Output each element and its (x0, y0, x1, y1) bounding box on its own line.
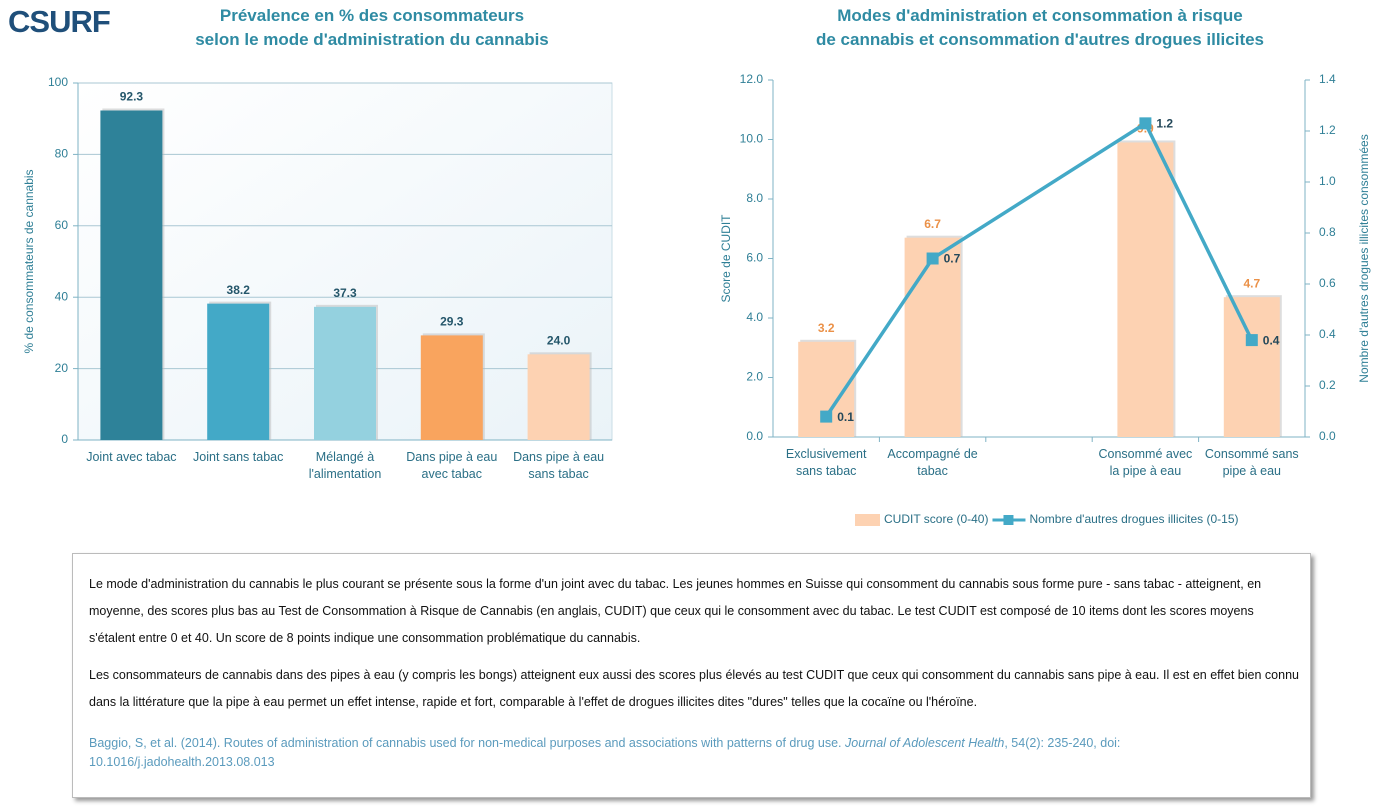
x-tick-label: Consommé avec la pipe à eau (1098, 447, 1193, 478)
line-marker (1245, 334, 1258, 347)
legend-swatch (855, 514, 880, 526)
text-box: Le mode d'administration du cannabis le … (72, 553, 1311, 798)
line-marker (926, 252, 939, 265)
value-label: 6.7 (924, 217, 941, 231)
y-axis-label: % de consommateurs de cannabis (22, 169, 36, 353)
y-tick-label: 6.0 (746, 251, 763, 265)
value-label: 38.2 (227, 283, 251, 297)
value-label: 3.2 (818, 321, 835, 335)
chart-title: Prévalence en % des consommateurs (219, 6, 525, 25)
bar (1117, 142, 1174, 437)
legend-label: CUDIT score (0-40) (884, 512, 988, 526)
bar (527, 354, 590, 440)
legend-swatch (1003, 515, 1014, 525)
y2-tick-label: 0.6 (1319, 276, 1336, 290)
x-tick-label: Accompagné de tabac (887, 447, 978, 478)
value-label: 24.0 (547, 333, 571, 347)
bar (100, 110, 163, 440)
y-tick-label: 0 (61, 432, 68, 446)
bar (207, 303, 270, 440)
line-segment (824, 257, 935, 418)
value-label: 0.1 (837, 410, 854, 424)
y2-tick-label: 0.0 (1319, 429, 1336, 443)
x-tick-label: Joint avec tabac (86, 450, 177, 464)
y-tick-label: 8.0 (746, 191, 763, 205)
citation-authors: Baggio, S, et al. (2014). Routes of admi… (89, 736, 845, 750)
y-tick-label: 12.0 (740, 72, 764, 86)
bar (314, 306, 376, 440)
value-label: 0.7 (944, 252, 961, 266)
y2-tick-label: 0.4 (1319, 327, 1336, 341)
paragraph: Les consommateurs de cannabis dans des p… (89, 668, 1299, 709)
y-tick-label: 100 (48, 75, 68, 89)
citation-journal: Journal of Adolescent Health (845, 736, 1005, 750)
y-tick-label: 60 (55, 218, 69, 232)
y2-axis-label: Nombre d'autres drogues illicites consom… (1357, 134, 1371, 382)
value-label: 0.4 (1263, 333, 1280, 347)
x-tick-label: Dans pipe à eau sans tabac (513, 450, 605, 481)
y-axis-label: Score de CUDIT (719, 214, 733, 303)
chart-title: selon le mode d'administration du cannab… (195, 30, 549, 49)
x-tick-label: Exclusivement sans tabac (785, 447, 867, 478)
y2-tick-label: 1.4 (1319, 72, 1336, 86)
y-tick-label: 4.0 (746, 310, 763, 324)
y2-tick-label: 1.2 (1319, 123, 1336, 137)
legend-label: Nombre d'autres drogues illicites (0-15) (1029, 512, 1238, 526)
logo: CSURF (8, 4, 111, 39)
citation-details: , 54(2): 235-240, doi: 10.1016/j.jadohea… (89, 736, 1121, 769)
y-tick-label: 80 (55, 147, 69, 161)
line-marker (1139, 117, 1152, 130)
line-segment (931, 121, 1147, 260)
y-tick-label: 2.0 (746, 370, 763, 384)
line-marker (820, 410, 833, 423)
y-tick-label: 10.0 (740, 132, 764, 146)
value-label: 92.3 (120, 90, 144, 104)
paragraph: Le mode d'administration du cannabis le … (89, 577, 1262, 645)
plot-area (773, 80, 1305, 437)
value-label: 1.2 (1156, 117, 1173, 131)
y-tick-label: 20 (55, 361, 69, 375)
value-label: 29.3 (440, 315, 464, 329)
chart-title: Modes d'administration et consommation à… (837, 6, 1243, 25)
bar (904, 237, 961, 437)
value-label: 37.3 (333, 286, 357, 300)
y-tick-label: 40 (55, 289, 69, 303)
x-tick-label: Joint sans tabac (193, 450, 284, 464)
x-tick-label: Mélangé à l'alimentation (308, 450, 382, 481)
y-tick-label: 0.0 (746, 429, 763, 443)
value-label: 4.7 (1243, 276, 1260, 290)
chart-title: de cannabis et consommation d'autres dro… (815, 30, 1265, 49)
bar (1223, 297, 1280, 437)
citation: Baggio, S, et al. (2014). Routes of admi… (89, 734, 1269, 772)
bar (420, 335, 483, 440)
y2-tick-label: 0.8 (1319, 225, 1336, 239)
line-segment (1143, 122, 1254, 341)
y2-tick-label: 0.2 (1319, 378, 1336, 392)
x-tick-label: Dans pipe à eau avec tabac (406, 450, 498, 481)
y2-tick-label: 1.0 (1319, 174, 1336, 188)
x-tick-label: Consommé sans pipe à eau (1204, 447, 1299, 478)
